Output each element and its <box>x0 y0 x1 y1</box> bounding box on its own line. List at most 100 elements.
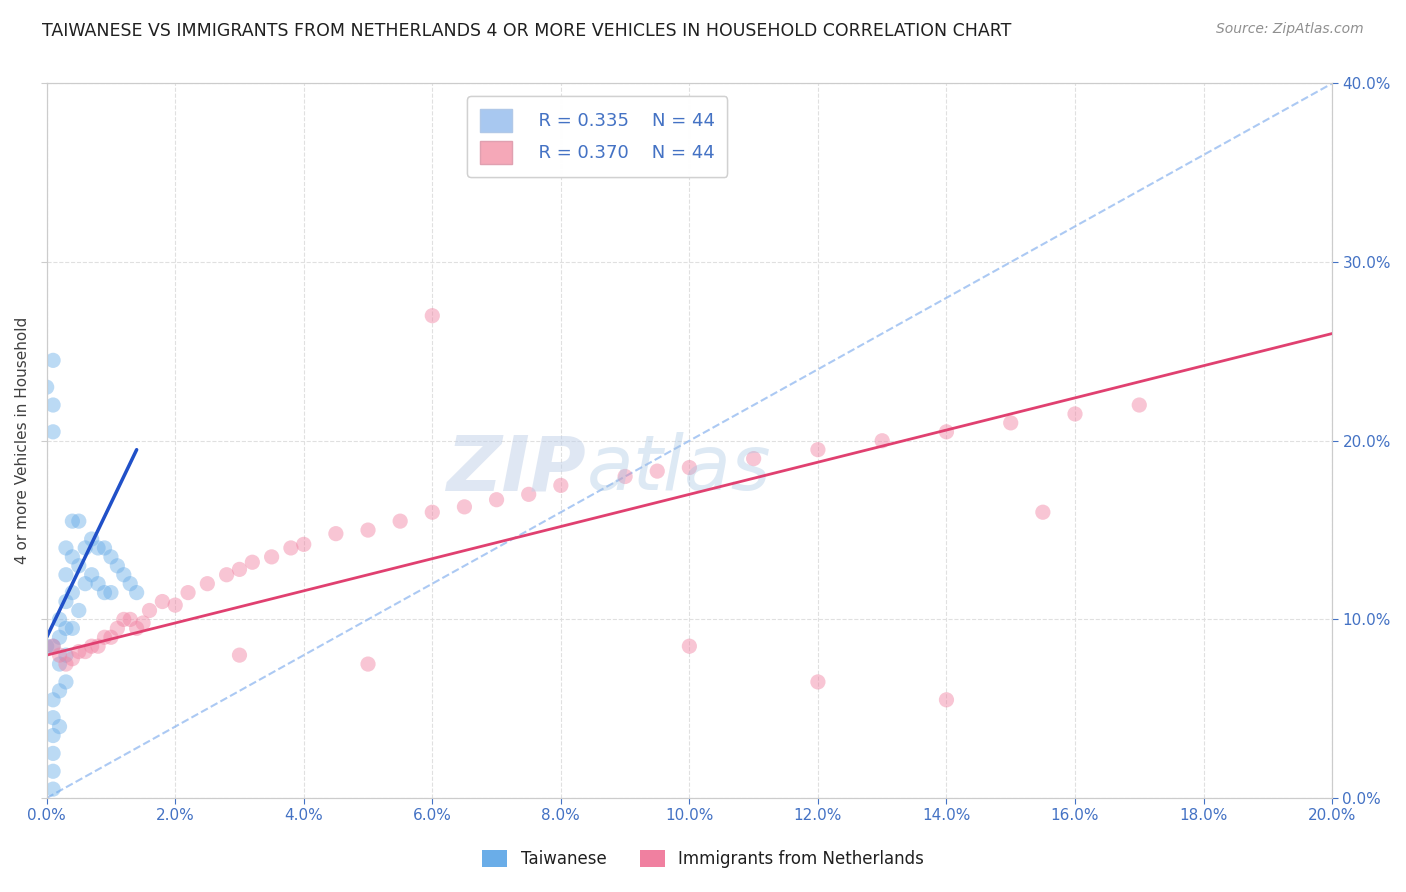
Point <box>48 612 70 626</box>
Point <box>48 684 70 698</box>
Point <box>357 657 380 671</box>
Point <box>357 523 380 537</box>
Point <box>165 598 187 612</box>
Point <box>80 639 103 653</box>
Point <box>280 541 302 555</box>
Point <box>150 594 173 608</box>
Legend:   R = 0.335    N = 44,   R = 0.370    N = 44: R = 0.335 N = 44, R = 0.370 N = 44 <box>467 96 727 177</box>
Legend: Taiwanese, Immigrants from Netherlands: Taiwanese, Immigrants from Netherlands <box>475 843 931 875</box>
Point <box>215 567 238 582</box>
Point <box>55 541 77 555</box>
Point <box>42 711 65 725</box>
Point <box>177 585 200 599</box>
Point <box>80 567 103 582</box>
Point <box>420 309 443 323</box>
Point <box>240 555 263 569</box>
Point <box>935 693 957 707</box>
Point <box>42 639 65 653</box>
Point <box>105 558 128 573</box>
Point <box>60 651 83 665</box>
Point <box>48 648 70 662</box>
Point <box>550 478 572 492</box>
Text: Source: ZipAtlas.com: Source: ZipAtlas.com <box>1216 22 1364 37</box>
Point <box>67 644 90 658</box>
Point <box>742 451 765 466</box>
Point <box>55 621 77 635</box>
Point <box>42 398 65 412</box>
Point <box>195 576 218 591</box>
Point <box>42 639 65 653</box>
Point <box>42 782 65 797</box>
Point <box>120 576 142 591</box>
Y-axis label: 4 or more Vehicles in Household: 4 or more Vehicles in Household <box>15 318 30 565</box>
Point <box>42 693 65 707</box>
Point <box>55 675 77 690</box>
Point <box>807 675 830 690</box>
Text: atlas: atlas <box>586 433 770 507</box>
Point <box>100 549 122 564</box>
Point <box>93 541 115 555</box>
Point <box>55 648 77 662</box>
Point <box>292 537 315 551</box>
Point <box>228 648 250 662</box>
Point <box>67 603 90 617</box>
Point <box>60 621 83 635</box>
Point <box>807 442 830 457</box>
Point <box>87 639 110 653</box>
Point <box>48 630 70 644</box>
Point <box>125 585 148 599</box>
Point <box>112 567 135 582</box>
Point <box>100 630 122 644</box>
Point <box>75 644 97 658</box>
Point <box>87 576 110 591</box>
Point <box>260 549 283 564</box>
Point <box>60 585 83 599</box>
Point <box>75 541 97 555</box>
Point <box>1064 407 1087 421</box>
Point <box>100 585 122 599</box>
Point <box>420 505 443 519</box>
Point <box>67 514 90 528</box>
Point <box>1032 505 1054 519</box>
Point <box>678 639 700 653</box>
Point <box>48 720 70 734</box>
Point <box>645 464 668 478</box>
Point <box>42 747 65 761</box>
Point <box>453 500 475 514</box>
Point <box>105 621 128 635</box>
Point <box>87 541 110 555</box>
Point <box>870 434 893 448</box>
Point <box>485 492 508 507</box>
Point <box>55 594 77 608</box>
Point <box>60 514 83 528</box>
Point <box>112 612 135 626</box>
Point <box>42 353 65 368</box>
Point <box>517 487 540 501</box>
Point <box>935 425 957 439</box>
Point <box>35 639 58 653</box>
Point <box>1000 416 1022 430</box>
Point <box>67 558 90 573</box>
Point <box>138 603 160 617</box>
Point <box>120 612 142 626</box>
Point <box>325 526 347 541</box>
Text: TAIWANESE VS IMMIGRANTS FROM NETHERLANDS 4 OR MORE VEHICLES IN HOUSEHOLD CORRELA: TAIWANESE VS IMMIGRANTS FROM NETHERLANDS… <box>42 22 1011 40</box>
Point <box>80 532 103 546</box>
Point <box>93 585 115 599</box>
Point <box>228 562 250 576</box>
Point <box>55 657 77 671</box>
Point <box>75 576 97 591</box>
Point <box>614 469 637 483</box>
Point <box>678 460 700 475</box>
Point <box>48 657 70 671</box>
Point <box>42 764 65 779</box>
Point <box>125 621 148 635</box>
Point <box>93 630 115 644</box>
Point <box>55 567 77 582</box>
Point <box>60 549 83 564</box>
Point <box>42 425 65 439</box>
Text: ZIP: ZIP <box>447 433 586 507</box>
Point <box>389 514 412 528</box>
Point <box>42 729 65 743</box>
Point <box>1128 398 1150 412</box>
